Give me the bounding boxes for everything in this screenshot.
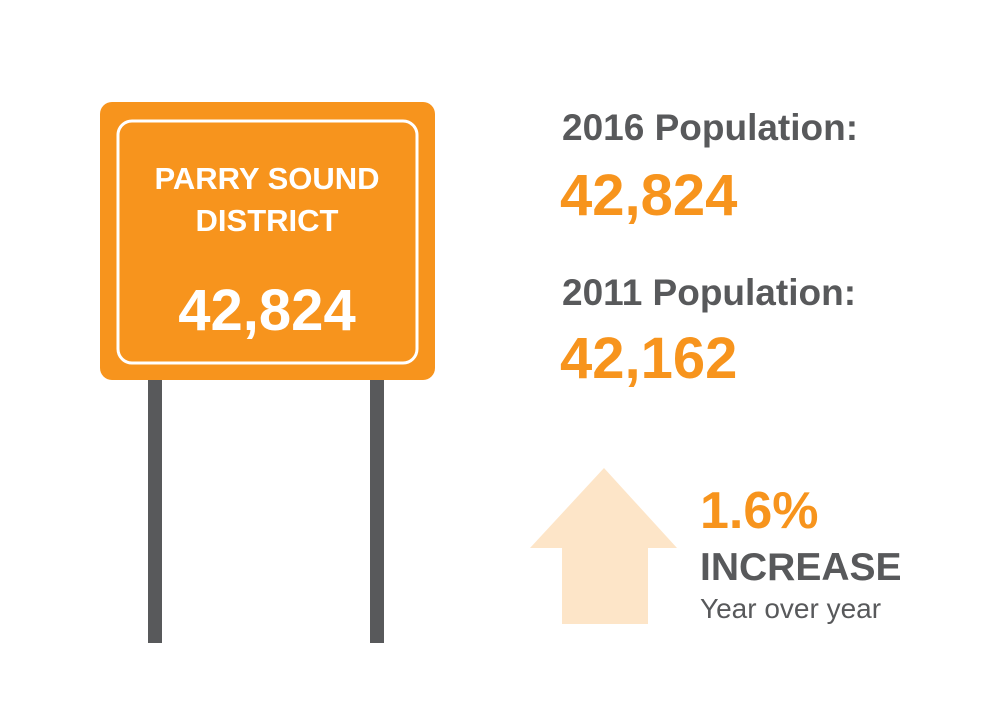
stat-label: 2016 Population: (562, 107, 858, 148)
sign-border (116, 119, 419, 365)
change-note: Year over year (700, 593, 881, 624)
change-label: INCREASE (700, 546, 902, 589)
sign-post (370, 375, 384, 643)
up-arrow (530, 468, 677, 624)
sign-title: PARRY SOUND (154, 161, 379, 196)
sign-board (100, 102, 435, 380)
sign-post (148, 375, 162, 643)
sign-value: 42,824 (178, 278, 355, 343)
sign-title: DISTRICT (196, 203, 339, 238)
stat-value: 42,162 (560, 326, 737, 391)
change-value: 1.6% (700, 482, 819, 540)
stat-label: 2011 Population: (562, 272, 856, 313)
stat-value: 42,824 (560, 163, 737, 228)
